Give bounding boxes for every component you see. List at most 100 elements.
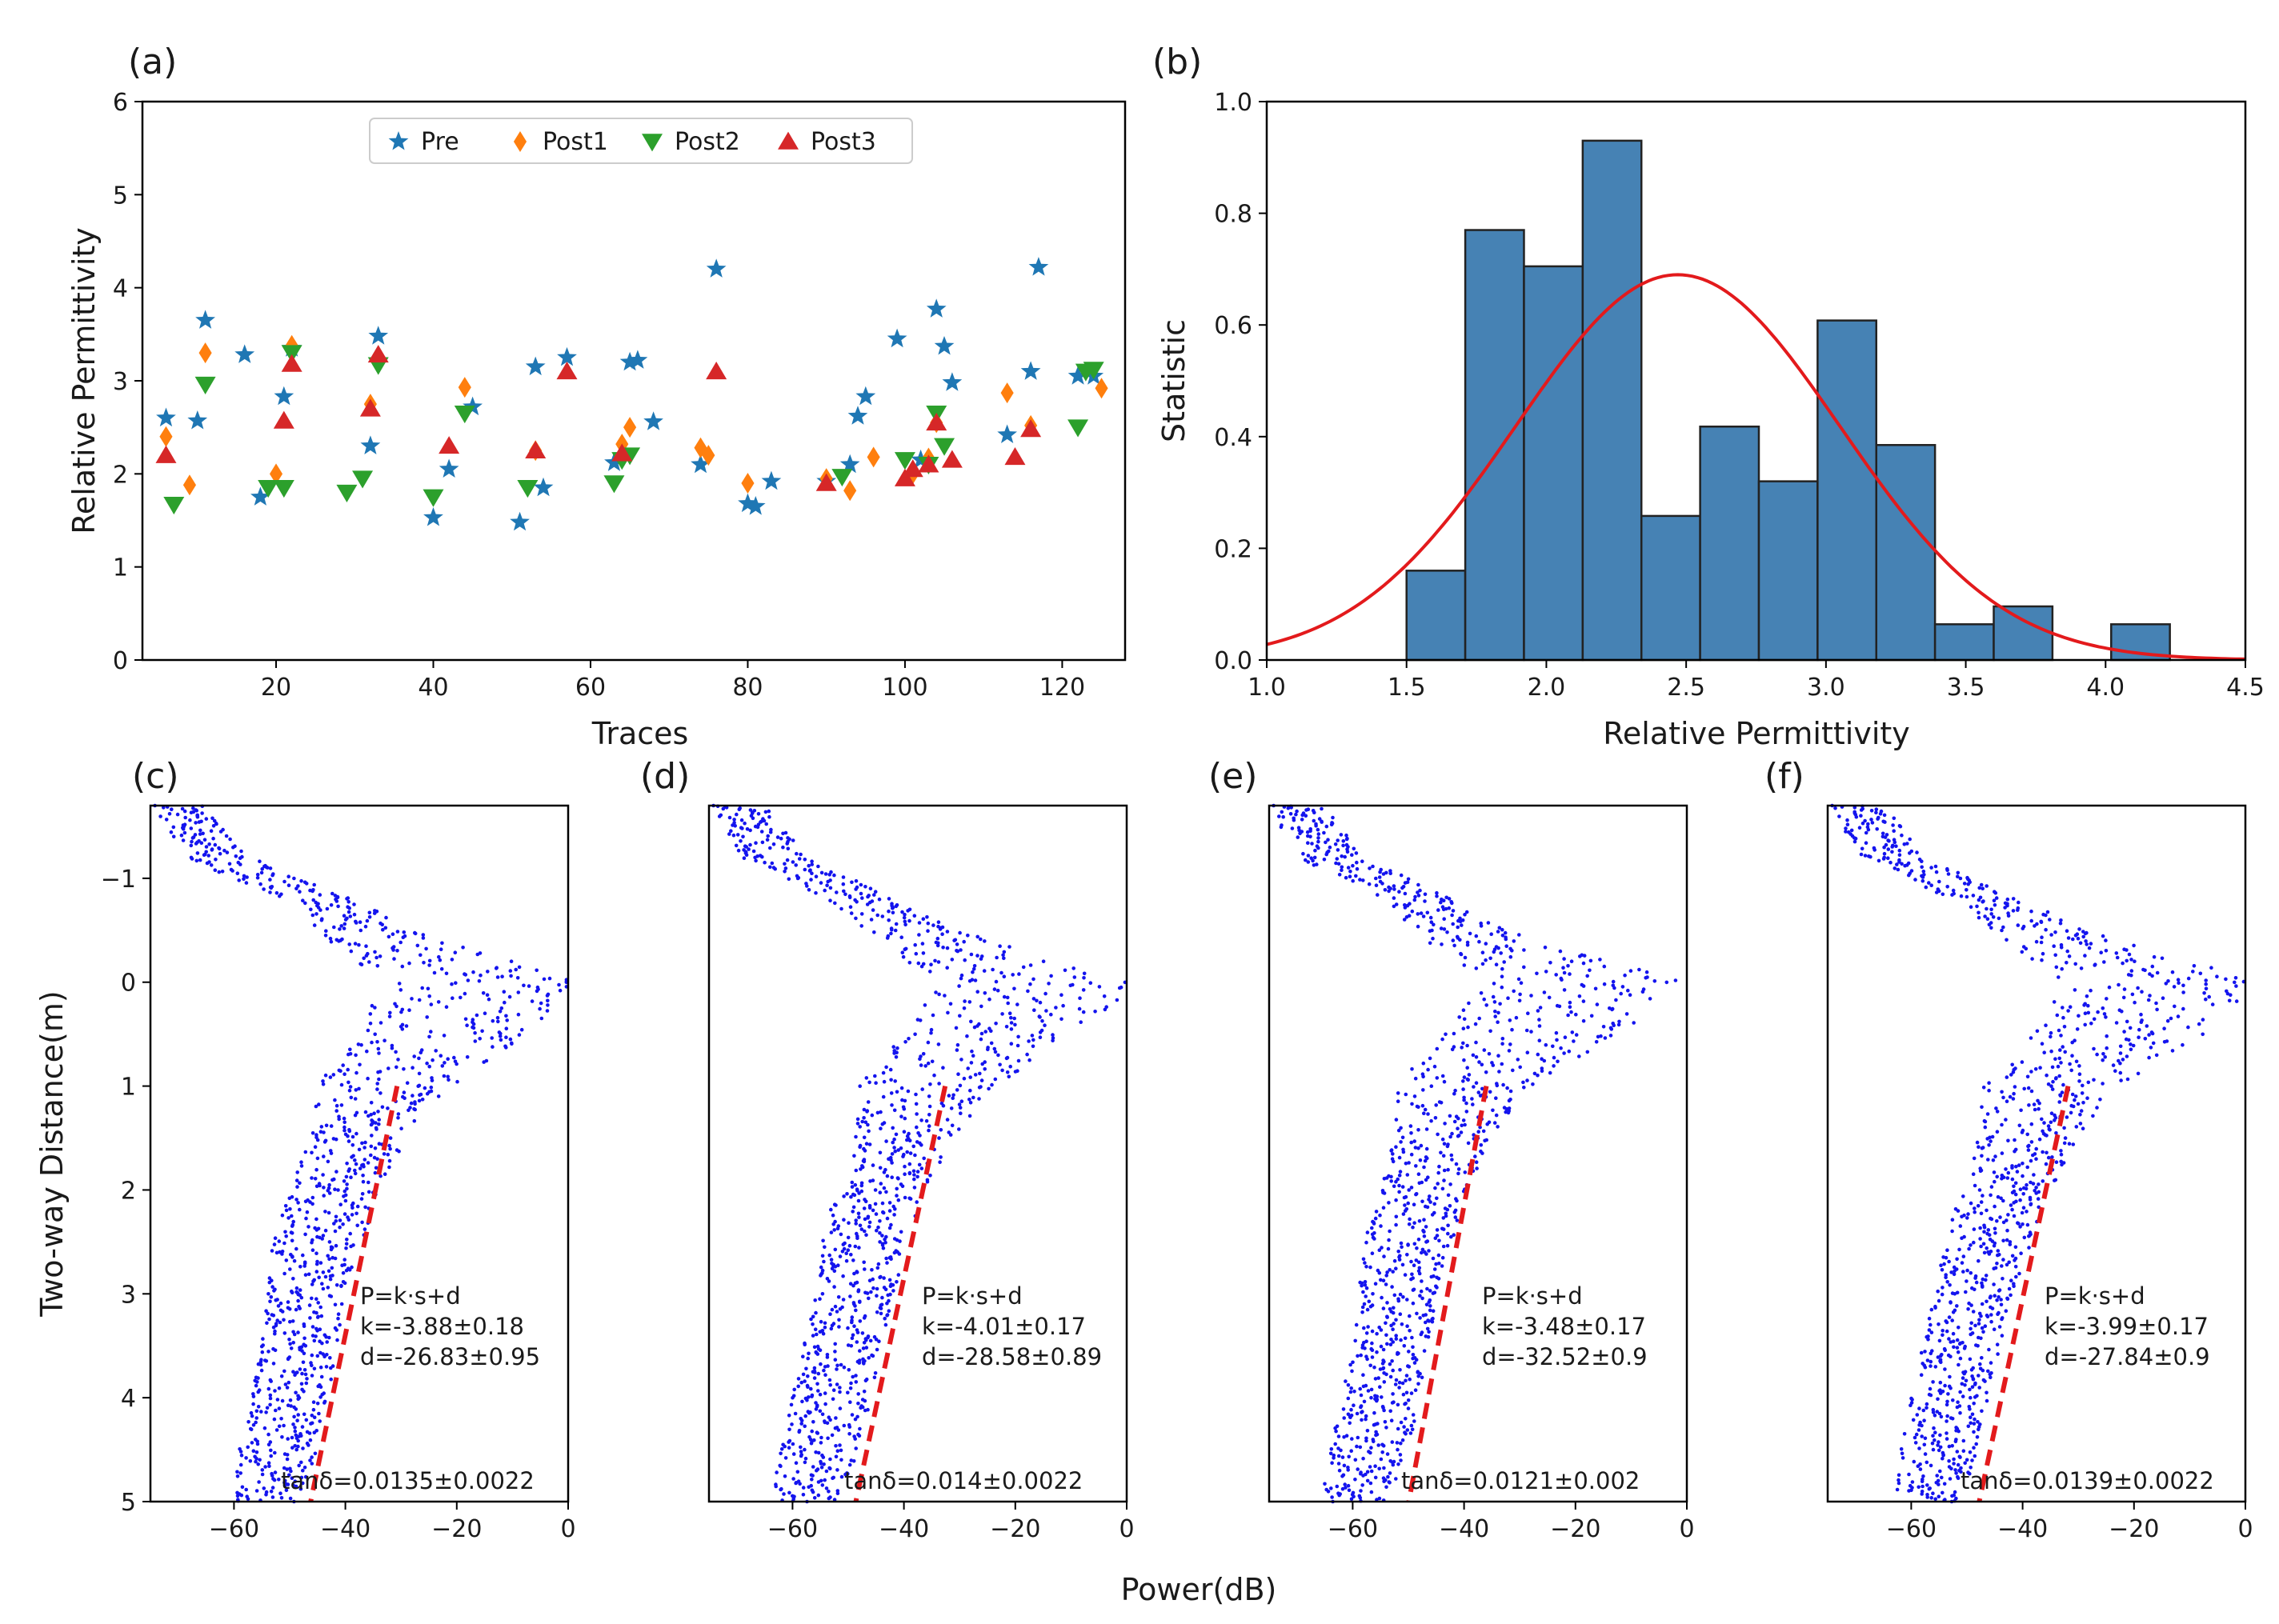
profile-dot: [832, 1269, 837, 1274]
profile-dot: [2111, 1063, 2116, 1067]
profile-dot: [244, 1487, 249, 1492]
profile-dot: [1395, 1441, 1400, 1445]
profile-dot: [1863, 854, 1868, 858]
point-pre: [1020, 361, 1041, 380]
profile-dot: [202, 853, 206, 857]
profile-dot: [855, 1236, 859, 1240]
profile-dot: [319, 1374, 324, 1379]
profile-dot: [1416, 1238, 1421, 1242]
profile-dot: [262, 1426, 267, 1430]
profile-dot: [175, 812, 180, 817]
profile-dot: [1326, 838, 1330, 842]
profile-dot: [320, 1282, 324, 1286]
profile-dot: [328, 1274, 333, 1278]
profile-dot: [1451, 938, 1456, 942]
point-post2: [1083, 362, 1104, 380]
profile-dot: [234, 854, 238, 858]
y-tick-label: 4: [121, 1385, 136, 1413]
profile-dot: [1403, 1209, 1408, 1213]
profile-dot: [1598, 958, 1602, 962]
profile-dot: [756, 812, 761, 816]
profile-dot: [248, 1459, 253, 1463]
profile-dot: [1992, 1266, 1996, 1270]
profile-dot: [959, 1058, 963, 1062]
profile-dot: [1405, 1173, 1410, 1177]
profile-dot: [485, 993, 490, 997]
profile-dot: [1941, 1490, 1945, 1495]
profile-dot: [1892, 829, 1896, 833]
profile-dot: [881, 1070, 886, 1075]
histogram-bar: [1523, 265, 1584, 662]
profile-dot: [378, 1091, 383, 1095]
panel-a-xlabel: Traces: [591, 716, 689, 751]
profile-dot: [770, 861, 775, 866]
profile-dot: [339, 1284, 343, 1289]
profile-dot: [1944, 1275, 1948, 1280]
profile-dot: [302, 1390, 306, 1394]
profile-dot: [1892, 816, 1896, 821]
profile-dot: [1989, 1361, 1993, 1365]
profile-dot: [1969, 1326, 1973, 1331]
profile-dot: [1929, 866, 1933, 870]
profile-dot: [417, 1098, 422, 1103]
profile-dot: [2143, 1037, 2148, 1041]
profile-dot: [2048, 918, 2052, 922]
profile-dot: [342, 1258, 347, 1262]
profile-dot: [921, 1052, 926, 1056]
profile-dot: [1921, 878, 1925, 883]
profile-dot: [1425, 1286, 1429, 1291]
profile-dot: [1922, 1418, 1926, 1422]
profile-dot: [258, 882, 262, 886]
profile-dot: [959, 1111, 963, 1115]
profile-dot: [1476, 1090, 1481, 1094]
profile-dot: [864, 1233, 868, 1237]
profile-dot: [859, 1167, 863, 1171]
profile-dot: [1000, 1012, 1004, 1016]
profile-dot: [291, 1370, 295, 1374]
profile-dot: [290, 1238, 294, 1243]
profile-dot: [1961, 1376, 1965, 1380]
profile-dot: [1424, 1127, 1429, 1131]
x-tick-label: 1.5: [1388, 674, 1426, 702]
profile-dot: [2061, 1006, 2065, 1010]
profile-dot: [1972, 1422, 1977, 1426]
profile-dot: [209, 863, 214, 867]
profile-dot: [970, 1049, 974, 1054]
profile-dot: [478, 1037, 482, 1041]
profile-dot: [1339, 1448, 1343, 1453]
profile-dot: [818, 1297, 822, 1301]
profile-dot: [858, 1084, 862, 1088]
profile-dot: [831, 1222, 835, 1226]
point-pre: [926, 298, 947, 318]
profile-dot: [950, 958, 955, 962]
profile-dot: [346, 1134, 350, 1138]
profile-dot: [1406, 1406, 1411, 1410]
point-post3: [367, 345, 389, 363]
profile-dot: [2009, 1203, 2013, 1207]
profile-dot: [1536, 1073, 1540, 1078]
profile-dot: [1426, 1334, 1431, 1339]
panel-c-tan: tanδ=0.0135±0.0022: [281, 1467, 535, 1494]
profile-dot: [967, 1114, 972, 1118]
profile-dot: [258, 1362, 263, 1367]
profile-dot: [403, 1096, 407, 1100]
profile-dot: [847, 1462, 852, 1467]
profile-dot: [287, 1338, 291, 1342]
profile-dot: [1416, 882, 1420, 887]
profile-dot: [1920, 859, 1924, 863]
profile-dot: [194, 858, 199, 863]
profile-dot: [1437, 1238, 1441, 1243]
profile-dot: [809, 878, 813, 882]
profile-dot: [954, 1026, 959, 1030]
profile-dot: [294, 1307, 298, 1312]
profile-dot: [1494, 1113, 1499, 1118]
profile-dot: [407, 1108, 411, 1113]
profile-dot: [207, 842, 211, 846]
profile-dot: [875, 1286, 879, 1291]
point-post3: [894, 468, 915, 486]
profile-dot: [519, 1027, 524, 1032]
profile-dot: [1388, 1229, 1392, 1234]
profile-dot: [2010, 1254, 2015, 1258]
profile-dot: [1969, 1466, 1973, 1470]
